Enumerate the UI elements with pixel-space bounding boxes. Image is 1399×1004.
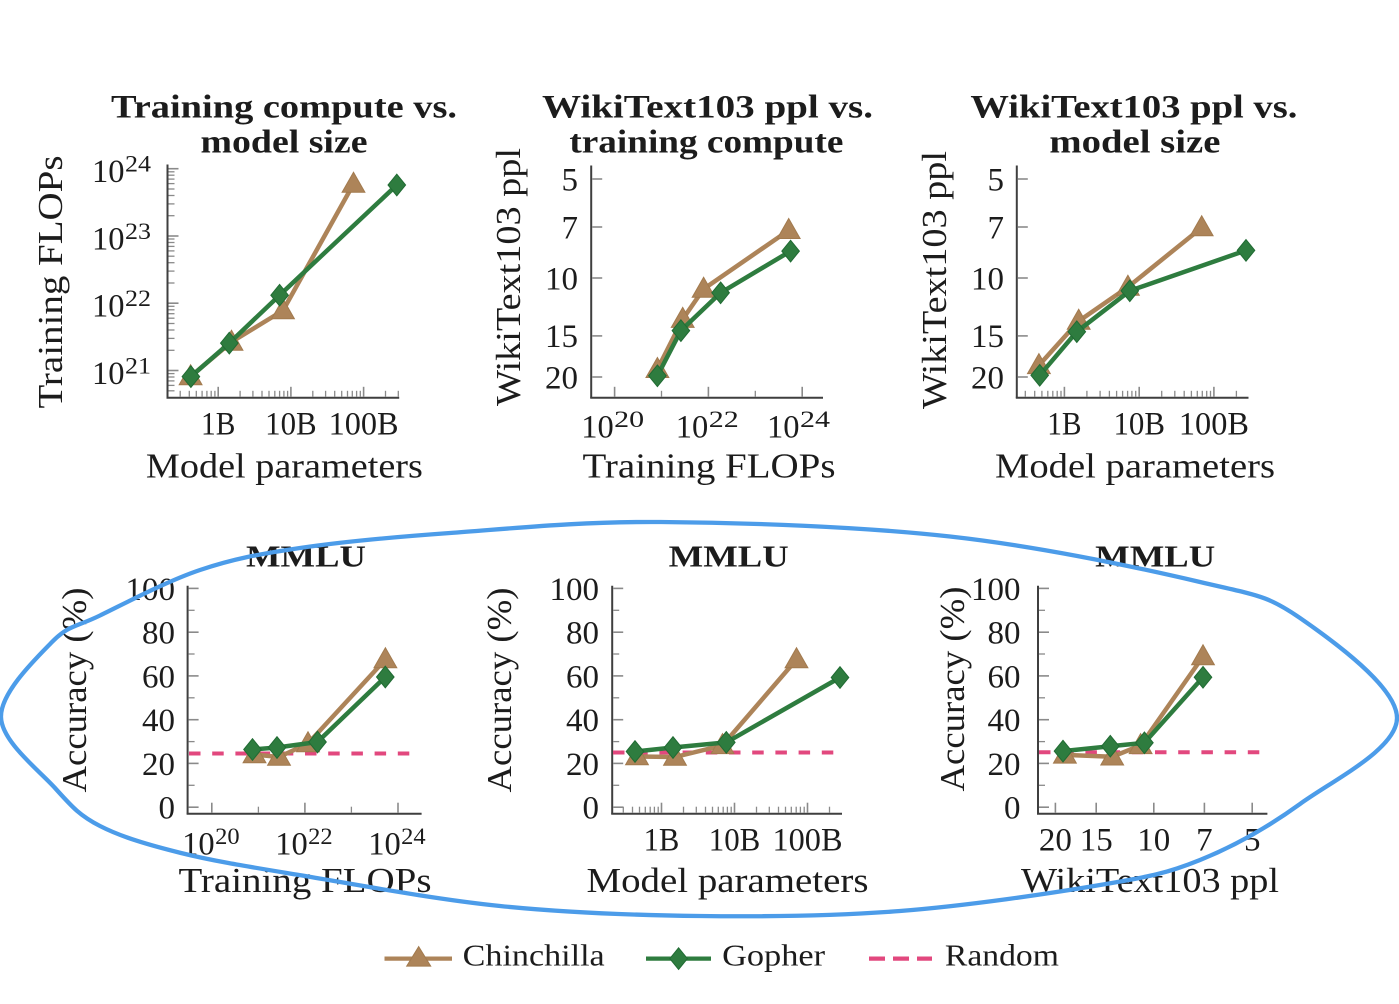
svg-text:model size: model size: [1049, 125, 1220, 161]
svg-text:10: 10: [92, 289, 125, 325]
svg-text:0: 0: [1004, 791, 1021, 827]
svg-text:23: 23: [125, 219, 151, 244]
svg-text:Training FLOPs: Training FLOPs: [583, 447, 836, 486]
svg-text:10: 10: [92, 154, 125, 190]
svg-text:15: 15: [971, 319, 1004, 355]
svg-text:5: 5: [988, 162, 1005, 198]
svg-text:15: 15: [1080, 823, 1113, 859]
svg-text:10: 10: [92, 221, 125, 257]
svg-text:10B: 10B: [1113, 407, 1165, 443]
svg-text:Accuracy (%): Accuracy (%): [480, 588, 519, 793]
svg-text:80: 80: [988, 616, 1021, 652]
svg-text:20: 20: [1039, 823, 1072, 859]
svg-text:40: 40: [142, 703, 175, 739]
svg-text:60: 60: [988, 659, 1021, 695]
svg-text:24: 24: [800, 407, 831, 432]
svg-text:MMLU: MMLU: [669, 539, 789, 574]
svg-text:5: 5: [562, 162, 579, 198]
svg-text:WikiText103 ppl: WikiText103 ppl: [915, 151, 954, 409]
svg-text:Model parameters: Model parameters: [146, 447, 423, 486]
svg-text:Gopher: Gopher: [722, 938, 826, 973]
svg-text:Model parameters: Model parameters: [995, 447, 1275, 486]
svg-text:20: 20: [988, 747, 1021, 783]
svg-text:100B: 100B: [773, 823, 843, 859]
svg-text:100: 100: [971, 572, 1021, 608]
svg-text:1B: 1B: [644, 823, 680, 859]
svg-text:60: 60: [566, 659, 599, 695]
svg-text:20: 20: [545, 360, 578, 396]
svg-text:60: 60: [142, 659, 175, 695]
svg-text:WikiText103 ppl: WikiText103 ppl: [1021, 861, 1279, 900]
svg-text:10B: 10B: [709, 823, 761, 859]
svg-text:MMLU: MMLU: [246, 539, 366, 574]
svg-text:0: 0: [159, 791, 176, 827]
svg-text:Random: Random: [945, 938, 1059, 973]
svg-text:10: 10: [1137, 823, 1170, 859]
svg-text:Chinchilla: Chinchilla: [463, 938, 605, 973]
svg-text:24: 24: [125, 152, 152, 177]
svg-text:10: 10: [368, 827, 401, 863]
svg-text:10: 10: [545, 261, 578, 297]
svg-text:40: 40: [566, 703, 599, 739]
svg-text:40: 40: [988, 703, 1021, 739]
svg-text:20: 20: [142, 747, 175, 783]
svg-text:model size: model size: [201, 125, 368, 161]
svg-text:1B: 1B: [201, 407, 235, 443]
svg-text:Accuracy (%): Accuracy (%): [55, 588, 94, 793]
svg-text:1B: 1B: [1047, 407, 1081, 443]
svg-text:100: 100: [550, 572, 600, 608]
svg-text:WikiText103 ppl vs.: WikiText103 ppl vs.: [542, 90, 873, 126]
svg-text:20: 20: [614, 407, 644, 432]
svg-text:22: 22: [709, 407, 739, 432]
svg-text:10: 10: [767, 410, 800, 446]
svg-text:10: 10: [971, 261, 1004, 297]
svg-text:10B: 10B: [265, 407, 317, 443]
svg-text:WikiText103 ppl: WikiText103 ppl: [489, 148, 528, 406]
svg-text:100B: 100B: [329, 407, 399, 443]
svg-text:10: 10: [92, 356, 125, 392]
svg-text:10: 10: [275, 827, 308, 863]
svg-text:80: 80: [566, 616, 599, 652]
svg-text:Training FLOPs: Training FLOPs: [179, 861, 432, 900]
svg-text:80: 80: [142, 616, 175, 652]
svg-text:15: 15: [545, 319, 578, 355]
svg-text:22: 22: [308, 824, 333, 849]
svg-text:WikiText103 ppl vs.: WikiText103 ppl vs.: [970, 90, 1297, 126]
svg-text:21: 21: [125, 353, 151, 378]
svg-text:24: 24: [401, 824, 426, 849]
svg-text:0: 0: [583, 791, 600, 827]
svg-text:10: 10: [676, 410, 709, 446]
svg-text:Model parameters: Model parameters: [587, 861, 869, 900]
svg-text:MMLU: MMLU: [1095, 539, 1215, 574]
svg-text:20: 20: [215, 824, 240, 849]
svg-text:100B: 100B: [1179, 407, 1249, 443]
svg-text:training compute: training compute: [569, 125, 843, 161]
svg-text:10: 10: [581, 410, 614, 446]
svg-text:7: 7: [988, 210, 1005, 246]
svg-text:22: 22: [125, 286, 151, 311]
svg-text:5: 5: [1244, 823, 1261, 859]
svg-text:Training FLOPs: Training FLOPs: [31, 156, 70, 409]
svg-text:7: 7: [562, 210, 579, 246]
svg-text:7: 7: [1196, 823, 1213, 859]
svg-text:Accuracy (%): Accuracy (%): [933, 587, 972, 792]
svg-text:20: 20: [566, 747, 599, 783]
svg-text:20: 20: [971, 360, 1004, 396]
svg-text:Training compute vs.: Training compute vs.: [111, 90, 457, 126]
